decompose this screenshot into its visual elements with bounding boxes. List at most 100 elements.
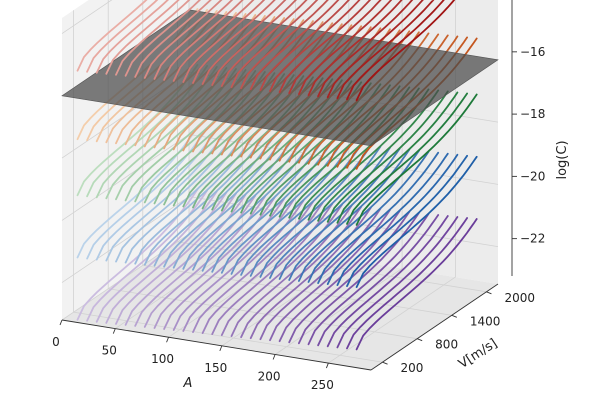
purples-curve [201, 201, 324, 335]
blues-curve [143, 133, 266, 266]
greens-curve [336, 91, 459, 224]
x-tick-label: 250 [311, 378, 334, 392]
blues-curve [307, 150, 430, 283]
purples-curve [240, 205, 363, 339]
purples-curve [346, 217, 469, 350]
greens-curve [355, 93, 478, 226]
purples-curve [115, 192, 237, 325]
x-tick-label: 150 [204, 361, 227, 375]
reds-curve [163, 0, 244, 81]
blues-curve [134, 132, 257, 265]
reds-curve [182, 0, 266, 83]
reds-curve [115, 0, 191, 76]
blues-curve [86, 127, 209, 260]
y-tick-mark [417, 338, 423, 342]
purples-curve [124, 193, 247, 326]
blues-curve [76, 126, 199, 259]
greens-curve [326, 90, 449, 223]
axis-lines [61, 0, 513, 371]
purples-curve [182, 199, 305, 332]
reds-curve [297, 0, 393, 96]
blues-curve [230, 142, 353, 275]
purples-curve [307, 212, 430, 346]
blues-curve [288, 148, 411, 281]
y-grid-line [73, 10, 383, 363]
blues-curve [269, 146, 391, 279]
z-tick-label: −18 [520, 107, 545, 121]
blues-curve [115, 130, 237, 263]
reds-curve [143, 0, 223, 79]
blues-curve [95, 128, 218, 261]
y-tick-mark [451, 314, 457, 318]
purples-curve [95, 190, 218, 323]
y-tick-label: 2000 [504, 291, 535, 305]
blues-curve [336, 153, 459, 287]
greens-curve [346, 92, 469, 225]
reds-curve [220, 0, 308, 87]
purples-curve [249, 206, 372, 340]
purples-curve [105, 191, 228, 324]
reds-curve [326, 0, 424, 99]
x-tick-mark [272, 354, 276, 360]
y-tick-mark [486, 291, 492, 295]
x-tick-label: 100 [151, 352, 174, 366]
y-axis-line [370, 283, 499, 371]
purples-curve [326, 215, 449, 348]
blues-curve [326, 152, 449, 286]
blues-curve [163, 135, 286, 268]
reds-curve [230, 0, 319, 88]
reds-curve [86, 0, 159, 73]
purples-curve [172, 198, 295, 331]
x-tick-mark [166, 337, 169, 343]
z-tick-label: −16 [520, 45, 545, 59]
y-tick-label: 200 [401, 361, 424, 375]
y-tick-label: 800 [435, 338, 458, 352]
blues-curve [355, 155, 478, 289]
reds-curve [240, 0, 329, 89]
reds-curve [288, 0, 382, 95]
reds-curve [153, 0, 234, 80]
reds-curve [269, 0, 361, 92]
reds-curve [307, 0, 403, 97]
purples-curve [86, 189, 209, 322]
purples-curve [336, 216, 459, 349]
purples-curve [355, 218, 478, 351]
purples-curve [192, 200, 314, 334]
purples-curve [269, 208, 391, 342]
blues-curve [201, 139, 324, 272]
blues-curve [240, 143, 363, 276]
purples-curve [134, 194, 257, 327]
x-tick-mark [219, 345, 223, 352]
reds-curve [76, 0, 148, 72]
purples-curve [211, 202, 334, 336]
reds-curve [278, 0, 372, 94]
blues-curve [278, 147, 401, 280]
blues-curve [249, 144, 372, 277]
reds-curve [346, 0, 445, 101]
x-tick-mark [112, 328, 116, 334]
x-tick-mark [59, 319, 63, 326]
blues-curve [220, 141, 343, 274]
z-tick-label: −22 [520, 232, 545, 246]
reds-curve [172, 0, 255, 82]
blues-curve [172, 136, 295, 269]
purples-curve [153, 196, 276, 329]
z-tick-label: −20 [520, 169, 545, 183]
x-tick-label: 200 [258, 369, 281, 383]
reds-curve [134, 0, 212, 78]
z-axis-label: log(C) [555, 140, 570, 179]
reds-curve [105, 0, 180, 75]
y-tick-mark [382, 361, 388, 365]
purples-curve [143, 195, 266, 328]
reds-curve [355, 0, 456, 102]
reds-curve [192, 0, 276, 84]
x-tick-mark [325, 362, 329, 369]
purples-curve [230, 204, 353, 338]
blues-curve [259, 145, 382, 278]
purples-curve [317, 214, 440, 347]
purples-curve [278, 209, 401, 343]
blues-curve [297, 149, 420, 282]
y-axis-label: V[m/s] [456, 336, 500, 372]
